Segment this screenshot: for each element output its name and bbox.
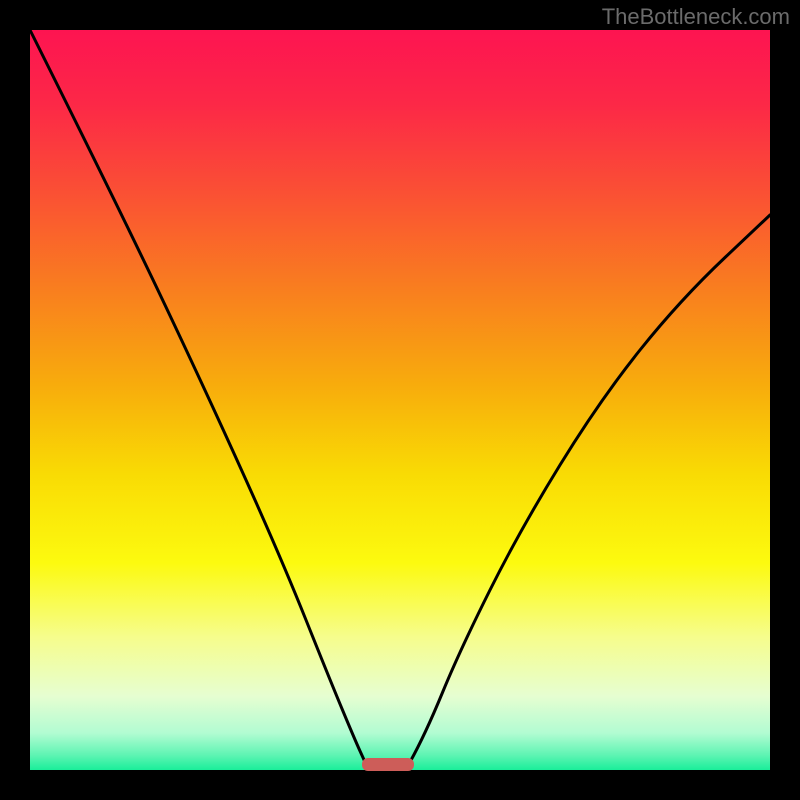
bottleneck-chart xyxy=(0,0,800,800)
watermark-text: TheBottleneck.com xyxy=(602,4,790,30)
chart-container: { "watermark": { "text": "TheBottleneck.… xyxy=(0,0,800,800)
bottleneck-marker xyxy=(362,758,414,771)
plot-background xyxy=(30,30,770,770)
